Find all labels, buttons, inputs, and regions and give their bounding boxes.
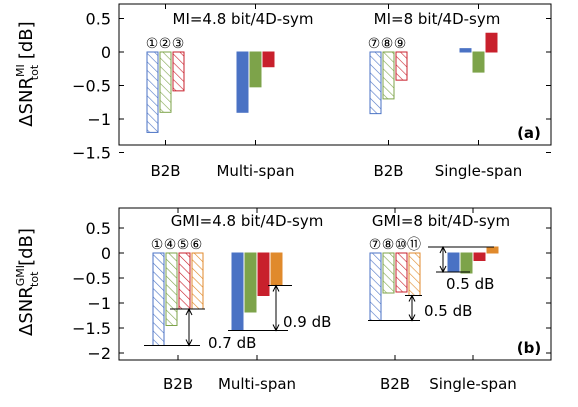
y-tick-label: −1.5 xyxy=(72,319,111,338)
group-title: MI=4.8 bit/4D-sym xyxy=(173,10,314,28)
bar xyxy=(152,252,165,346)
dimension-arrow-head-bottom xyxy=(272,324,280,332)
circle-label: ⑪ xyxy=(407,237,421,253)
circle-label: ⑧ xyxy=(382,237,395,253)
y-axis-label: ΔSNRGMItot [dB] xyxy=(14,228,41,336)
annotation-label: 0.7 dB xyxy=(208,334,256,352)
category-label: Multi-span xyxy=(216,162,294,180)
bar xyxy=(249,51,262,88)
bar xyxy=(485,32,498,53)
circle-label: ⑨ xyxy=(394,36,407,52)
category-label: Multi-span xyxy=(218,375,296,393)
y-axis-label-main: ΔSNR xyxy=(16,286,37,336)
bar xyxy=(459,48,472,53)
category-label: Single-span xyxy=(429,375,517,393)
bar xyxy=(486,246,499,254)
circle-label: ① xyxy=(146,36,159,52)
bar xyxy=(472,51,485,73)
circle-label: ⑦ xyxy=(369,237,382,253)
y-tick-label: −1.5 xyxy=(72,144,111,163)
circle-label: ⑤ xyxy=(177,237,190,253)
bar xyxy=(191,252,204,310)
panel-label: (a) xyxy=(517,124,541,142)
y-tick-label: −0.5 xyxy=(72,77,111,96)
plot-frame xyxy=(118,207,552,361)
y-axis-label-unit: [dB] xyxy=(16,228,37,272)
category-label: Single-span xyxy=(435,162,523,180)
dimension-arrow-head-top xyxy=(439,245,447,254)
annotation-label: 0.5 dB xyxy=(446,275,494,293)
bar xyxy=(178,252,191,310)
bar xyxy=(244,252,257,313)
circle-label: ⑥ xyxy=(190,237,203,253)
y-axis-label-sup: MI xyxy=(14,64,27,77)
circle-label: ⑩ xyxy=(395,237,408,253)
bar xyxy=(257,252,270,296)
y-axis-label: ΔSNRMItot [dB] xyxy=(14,21,41,126)
bar xyxy=(236,51,249,113)
circle-label: ⑧ xyxy=(381,36,394,52)
dimension-arrow-head-bottom xyxy=(185,339,193,347)
panel-a: 0.5 0 −0.5 −1 −1.5 B2B Multi-span B2B Single-spa… xyxy=(14,3,552,180)
annotation-label: 0.9 dB xyxy=(283,313,331,331)
y-axis-label-sub: tot xyxy=(28,64,41,80)
plot-frame xyxy=(118,3,552,146)
bar xyxy=(270,252,283,286)
bar xyxy=(159,51,172,113)
y-axis-label-sup: GMI xyxy=(14,265,27,286)
bar xyxy=(369,51,382,115)
bar xyxy=(369,252,382,321)
y-tick-label: 0 xyxy=(101,43,111,62)
annotation-label: 0.5 dB xyxy=(424,302,472,320)
y-tick-label: 0.5 xyxy=(86,219,111,238)
bar xyxy=(262,51,275,68)
y-tick-label: 0 xyxy=(101,244,111,263)
bar xyxy=(408,252,421,296)
panel-label: (b) xyxy=(517,339,541,357)
group-title: GMI=8 bit/4D-sym xyxy=(372,212,510,230)
bar xyxy=(382,252,395,294)
bar xyxy=(395,51,408,81)
dimension-arrow-head-bottom xyxy=(439,265,447,274)
y-tick-label: −2 xyxy=(87,344,111,363)
dimension-arrow-head-top xyxy=(185,307,193,316)
category-label: B2B xyxy=(163,375,193,393)
bar xyxy=(395,252,408,293)
circle-label: ② xyxy=(159,36,172,52)
y-axis-label-sub: tot xyxy=(28,271,41,287)
circle-label: ③ xyxy=(172,36,185,52)
circle-label: ① xyxy=(151,237,164,253)
dimension-arrow-head-bottom xyxy=(408,314,416,322)
y-axis-label-main: ΔSNR xyxy=(16,77,37,127)
bar xyxy=(447,252,460,273)
dimension-arrow-head-top xyxy=(272,284,280,292)
y-tick-label: −1 xyxy=(87,110,111,129)
category-label: B2B xyxy=(373,162,403,180)
panel-b: 0.5 0 −0.5 −1 −1.5 −2 B2B Multi-span B2B Single-s… xyxy=(14,207,552,393)
y-tick-label: 0.5 xyxy=(86,10,111,29)
y-tick-label: −1 xyxy=(87,294,111,313)
bar xyxy=(473,252,486,261)
circle-label: ④ xyxy=(164,237,177,253)
circle-label: ⑦ xyxy=(368,36,381,52)
bar xyxy=(165,252,178,326)
bar xyxy=(172,51,185,92)
y-axis-label-unit: [dB] xyxy=(16,21,37,65)
dimension-arrow-head-top xyxy=(408,294,416,302)
group-title: MI=8 bit/4D-sym xyxy=(374,10,501,28)
category-label: B2B xyxy=(380,375,410,393)
group-title: GMI=4.8 bit/4D-sym xyxy=(171,212,324,230)
category-label: B2B xyxy=(150,162,180,180)
bar xyxy=(146,51,159,133)
bar xyxy=(231,252,244,331)
bar xyxy=(382,51,395,100)
y-tick-label: −0.5 xyxy=(72,269,111,288)
bar xyxy=(460,252,473,274)
